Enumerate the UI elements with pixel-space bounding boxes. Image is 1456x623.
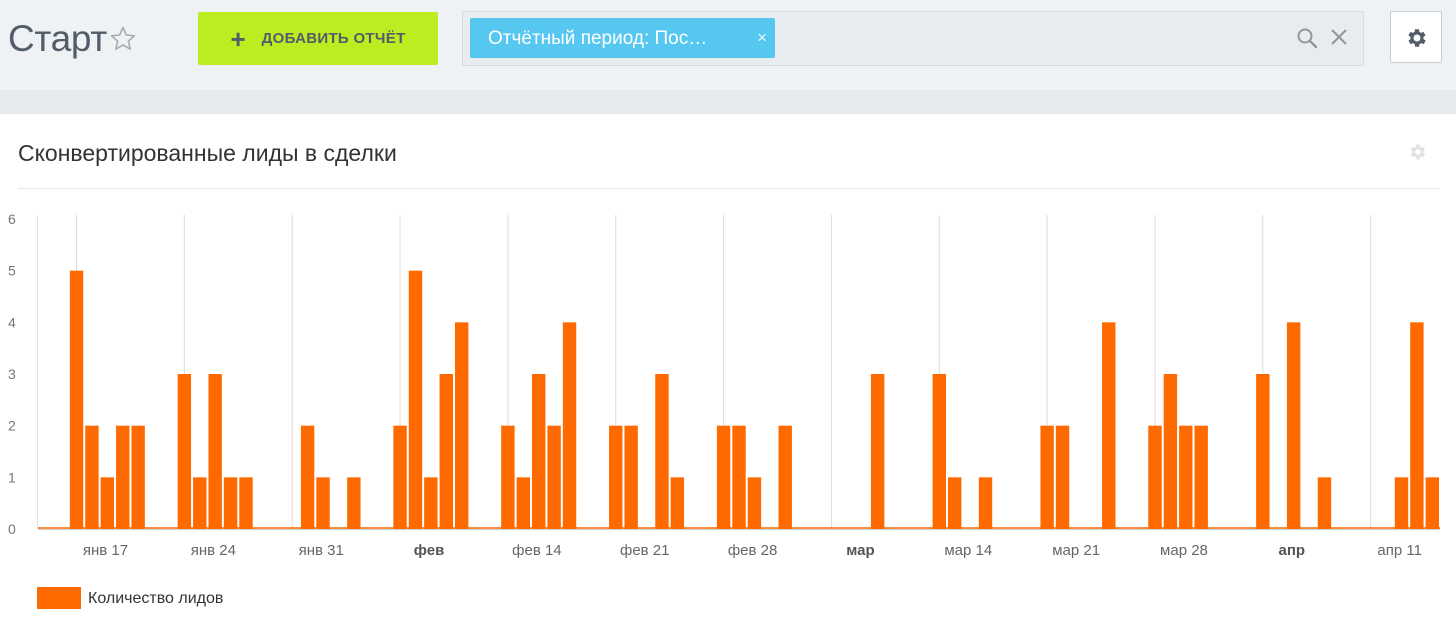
bar xyxy=(501,425,515,529)
x-tick-label: янв 31 xyxy=(299,542,344,559)
legend-swatch[interactable] xyxy=(37,587,81,609)
bar xyxy=(1194,425,1208,529)
y-tick-label: 0 xyxy=(8,521,16,537)
x-tick-label: янв 24 xyxy=(191,542,236,559)
bar xyxy=(424,477,438,529)
bar xyxy=(1040,425,1054,529)
bar xyxy=(454,322,469,529)
x-tick-label: мар 21 xyxy=(1052,542,1100,559)
y-tick-label: 2 xyxy=(8,418,16,434)
bar xyxy=(1163,374,1178,529)
x-tick-label: фев xyxy=(414,542,445,559)
bar xyxy=(223,477,238,529)
bar xyxy=(1179,425,1193,529)
x-tick-label: фев 14 xyxy=(512,542,562,559)
bar xyxy=(1425,477,1439,529)
bar xyxy=(1410,322,1424,529)
gear-icon xyxy=(1408,29,1426,47)
bar xyxy=(116,425,130,529)
filter-tag-period[interactable]: Отчётный период: Пос… × xyxy=(470,18,775,58)
y-tick-label: 6 xyxy=(8,211,16,227)
settings-button[interactable] xyxy=(1390,11,1442,63)
bar xyxy=(609,425,623,529)
x-tick-label: мар 14 xyxy=(944,542,992,559)
bar xyxy=(1394,477,1409,529)
bar xyxy=(347,477,361,529)
add-report-button[interactable]: + ДОБАВИТЬ ОТЧЁТ xyxy=(198,12,438,65)
bar xyxy=(562,322,577,529)
x-tick-label: фев 28 xyxy=(728,542,778,559)
x-tick-label: мар xyxy=(846,542,874,559)
bar xyxy=(747,477,762,529)
filter-search-box[interactable]: Отчётный период: Пос… × xyxy=(462,11,1364,66)
bar xyxy=(1148,425,1162,529)
bar xyxy=(177,374,192,529)
bar xyxy=(208,374,222,529)
y-tick-label: 5 xyxy=(8,263,16,279)
bar xyxy=(408,270,423,529)
x-tick-label: апр 11 xyxy=(1377,542,1422,559)
x-tick-label: мар 28 xyxy=(1160,542,1208,559)
bar xyxy=(624,425,638,529)
bar xyxy=(316,477,330,529)
star-outline-icon[interactable] xyxy=(108,24,138,54)
widget-title: Сконвертированные лиды в сделки xyxy=(18,140,397,166)
bar xyxy=(778,425,792,529)
close-icon[interactable] xyxy=(1329,27,1349,47)
bar xyxy=(100,477,115,529)
bar-chart: 0 1 2 3 4 5 6 янв 17 янв 24 янв 31 фев фев 14 фев 21… xyxy=(8,211,1440,559)
toolbar-divider-strip xyxy=(0,90,1456,114)
widget-separator xyxy=(18,188,1440,189)
bar xyxy=(716,425,731,529)
legend-label: Количество лидов xyxy=(88,590,224,607)
x-tick-label: апр xyxy=(1279,542,1306,559)
bar xyxy=(1317,477,1332,529)
bar xyxy=(1102,322,1116,529)
page-title: Старт xyxy=(8,18,108,59)
filter-tag-close-icon[interactable]: × xyxy=(757,28,767,47)
bar xyxy=(300,425,315,529)
bar xyxy=(1055,425,1070,529)
bar xyxy=(85,425,99,529)
x-tick-label: янв 17 xyxy=(83,542,128,559)
x-tick-label: фев 21 xyxy=(620,542,670,559)
plus-icon: + xyxy=(230,23,246,54)
bar xyxy=(547,425,561,529)
widget-gear-icon[interactable] xyxy=(1408,142,1428,162)
bar xyxy=(532,374,546,529)
bar xyxy=(670,477,685,529)
bar xyxy=(239,477,253,529)
search-icon[interactable] xyxy=(1296,27,1318,49)
bar xyxy=(732,425,746,529)
bar xyxy=(439,374,453,529)
bar xyxy=(978,477,993,529)
bar xyxy=(1286,322,1301,529)
bar xyxy=(393,425,407,529)
bar xyxy=(1256,374,1270,529)
bar xyxy=(947,477,962,529)
y-tick-label: 3 xyxy=(8,366,16,382)
bar xyxy=(932,374,946,529)
y-tick-label: 1 xyxy=(8,469,16,485)
y-tick-label: 4 xyxy=(8,314,16,330)
bar xyxy=(655,374,669,529)
add-report-label: ДОБАВИТЬ ОТЧЁТ xyxy=(261,30,406,47)
bar xyxy=(193,477,207,529)
bar xyxy=(69,270,84,529)
bar xyxy=(516,477,531,529)
bar xyxy=(870,374,885,529)
bar xyxy=(131,425,145,529)
filter-tag-label: Отчётный период: Пос… xyxy=(488,28,708,49)
